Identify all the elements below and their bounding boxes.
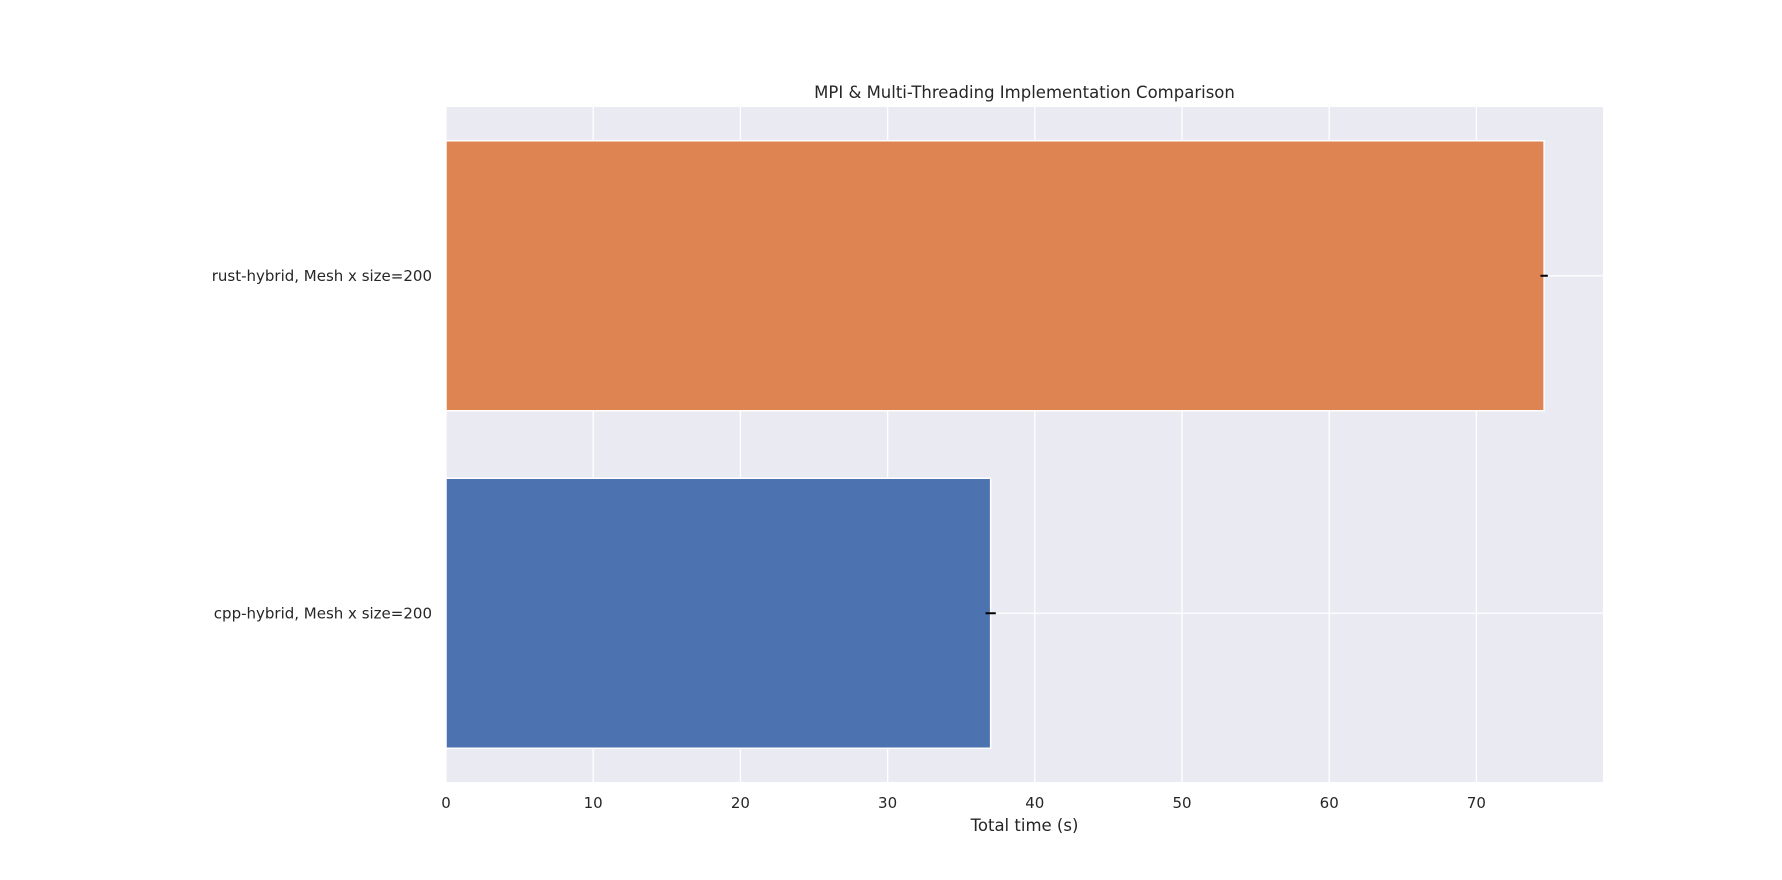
x-tick-label: 0 — [441, 794, 451, 812]
bar — [445, 477, 992, 749]
y-tick-label: rust-hybrid, Mesh x size=200 — [212, 267, 432, 285]
bar — [445, 140, 1545, 412]
x-tick-label: 30 — [878, 794, 897, 812]
x-tick-label: 70 — [1467, 794, 1486, 812]
x-tick-label: 40 — [1025, 794, 1044, 812]
x-tick-label: 10 — [584, 794, 603, 812]
y-tick-label: cpp-hybrid, Mesh x size=200 — [214, 604, 432, 622]
x-axis-label: Total time (s) — [970, 816, 1079, 835]
x-tick-label: 20 — [731, 794, 750, 812]
bars — [445, 140, 1545, 749]
y-axis-ticks: rust-hybrid, Mesh x size=200 cpp-hybrid, … — [212, 267, 432, 623]
chart-title: MPI & Multi-Threading Implementation Com… — [814, 83, 1235, 102]
x-axis-ticks: 0 10 20 30 40 50 60 70 — [441, 794, 1486, 812]
x-tick-label: 50 — [1172, 794, 1191, 812]
error-bars — [985, 274, 1548, 615]
x-tick-label: 60 — [1320, 794, 1339, 812]
